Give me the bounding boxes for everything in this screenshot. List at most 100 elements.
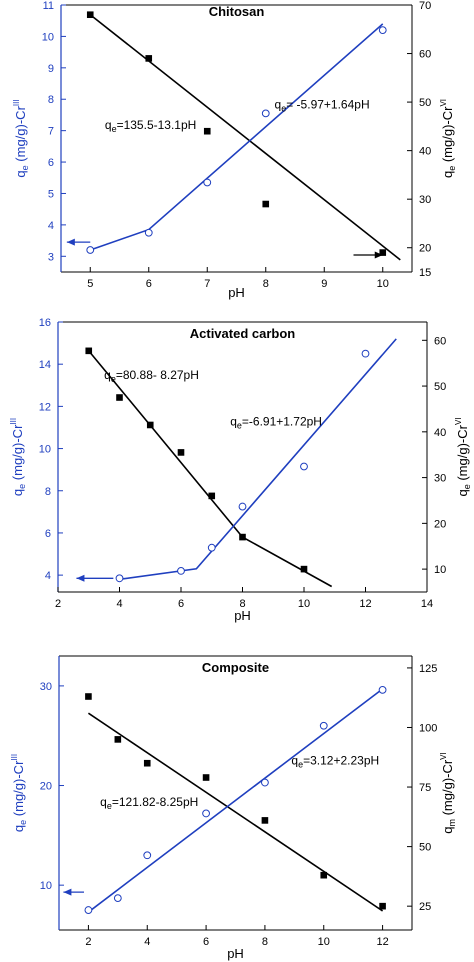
right-y-tick-label: 25	[419, 901, 431, 913]
x-tick-label: 8	[262, 936, 268, 948]
x-axis-label: pH	[228, 285, 245, 300]
data-point-square	[379, 249, 387, 256]
data-point-circle	[86, 246, 95, 254]
x-tick-label: 6	[203, 936, 209, 948]
data-point-circle	[261, 109, 270, 118]
x-tick-label: 2	[55, 598, 61, 610]
data-point-circle	[203, 178, 212, 187]
left-y-tick-label: 8	[48, 94, 54, 106]
data-point-square	[239, 533, 246, 541]
x-tick-label: 9	[321, 278, 327, 290]
right-y-tick-label: 50	[419, 97, 431, 109]
left-y-tick-label: 10	[42, 31, 54, 43]
x-tick-label: 14	[421, 598, 433, 610]
left-y-tick-label: 20	[40, 781, 52, 793]
left-y-tick-label: 16	[39, 317, 51, 329]
data-point-square	[177, 449, 185, 456]
left-y-axis-label: qe (mg/g)-CrIII	[12, 99, 30, 177]
fit-equation: qe=135.5-13.1pH	[105, 118, 196, 134]
x-tick-label: 2	[85, 936, 91, 948]
data-point-square	[262, 200, 270, 208]
x-tick-label: 5	[87, 278, 93, 290]
chart-panel-3: Composite 2 4 6 8 10 12 pH 10 20 30 25 50 75 100 125 qe …	[10, 655, 457, 961]
left-y-tick-label: 12	[39, 401, 51, 413]
data-point-square	[85, 347, 93, 355]
right-y-tick-label: 10	[434, 564, 446, 576]
x-axis-label: pH	[227, 946, 244, 961]
x-tick-label: 7	[204, 278, 210, 290]
x-tick-label: 10	[318, 936, 330, 948]
data-point-square	[86, 11, 94, 19]
right-y-tick-label: 20	[419, 243, 431, 255]
right-y-tick-label: 30	[434, 473, 446, 485]
data-point-circle	[202, 809, 210, 818]
left-y-tick-label: 8	[45, 486, 51, 498]
fit-equation: qe=3.12+2.23pH	[291, 754, 379, 770]
chart-panel-2: Activated carbon 2 4 6 8 10 12 14 pH 4 6 8 10 12 14 16 1…	[9, 317, 472, 623]
data-point-square	[114, 736, 122, 743]
right-y-axis-label: qm (mg/g)-CrVI	[439, 752, 457, 834]
right-y-tick-label: 60	[434, 335, 446, 347]
right-y-tick-label: 20	[434, 518, 446, 530]
fit-line-1	[89, 14, 401, 261]
fit-line-2	[119, 338, 397, 581]
x-tick-label: 10	[298, 598, 310, 610]
fit-equation: qe=80.88- 8.27pH	[104, 368, 199, 384]
x-tick-label: 10	[377, 278, 389, 290]
x-tick-label: 8	[239, 598, 245, 610]
left-y-tick-label: 5	[48, 188, 54, 200]
x-axis-label: pH	[234, 608, 251, 623]
data-point-square	[202, 774, 210, 781]
fit-equation: qe= -5.97+1.64pH	[275, 98, 370, 114]
left-y-tick-label: 7	[48, 126, 54, 138]
left-y-axis-label: qe (mg/g)-CrIII	[9, 418, 27, 496]
data-point-circle	[113, 894, 122, 903]
x-tick-label: 6	[178, 598, 184, 610]
data-point-square	[143, 759, 151, 767]
axis-arrow-head	[374, 251, 383, 259]
data-point-circle	[300, 462, 308, 471]
data-point-circle	[261, 778, 269, 787]
data-point-square	[320, 871, 328, 879]
right-y-tick-label: 40	[419, 146, 431, 158]
chart-title: Composite	[202, 660, 269, 675]
data-point-square	[116, 394, 123, 401]
chart-panel-1: Chitosan 5 6 7 8 9 10 pH 3 4 5 6 7 8 9 10 11 15 20 30 40 50 60…	[12, 0, 457, 300]
chart-title: Activated carbon	[190, 326, 296, 341]
right-y-tick-label: 50	[434, 381, 446, 393]
left-y-tick-label: 9	[48, 63, 54, 75]
left-y-tick-label: 4	[45, 570, 51, 582]
data-point-circle	[238, 502, 247, 511]
data-point-circle	[207, 543, 216, 552]
chart-title: Chitosan	[209, 4, 265, 19]
data-point-circle	[115, 574, 124, 583]
right-y-tick-label: 50	[419, 842, 431, 854]
axis-arrow-head	[66, 238, 75, 246]
data-point-circle	[144, 228, 153, 237]
data-point-square	[203, 127, 211, 135]
left-y-tick-label: 4	[48, 220, 54, 232]
left-y-tick-label: 6	[45, 528, 51, 540]
data-point-square	[146, 421, 154, 429]
right-y-tick-label: 70	[419, 0, 431, 12]
x-tick-label: 12	[376, 936, 388, 948]
left-y-tick-label: 3	[48, 251, 54, 263]
fit-line-2	[87, 688, 384, 913]
data-point-square	[261, 817, 269, 824]
left-y-tick-label: 6	[48, 157, 54, 169]
right-y-tick-label: 125	[419, 663, 437, 675]
right-y-tick-label: 60	[419, 49, 431, 61]
data-point-circle	[361, 349, 370, 358]
left-y-tick-label: 11	[43, 0, 54, 12]
right-y-axis-label: qe (mg/g)-CrVI	[439, 99, 457, 178]
left-y-tick-label: 10	[39, 444, 51, 456]
right-y-tick-label: 30	[419, 194, 431, 206]
left-y-axis-label: qe (mg/g)-CrIII	[10, 754, 28, 832]
fit-equation: qe=-6.91+1.72pH	[230, 414, 322, 430]
data-point-square	[379, 902, 386, 910]
data-point-circle	[143, 851, 152, 860]
axis-arrow-head	[76, 574, 85, 582]
data-point-square	[145, 55, 153, 62]
fit-line-2	[89, 23, 384, 251]
